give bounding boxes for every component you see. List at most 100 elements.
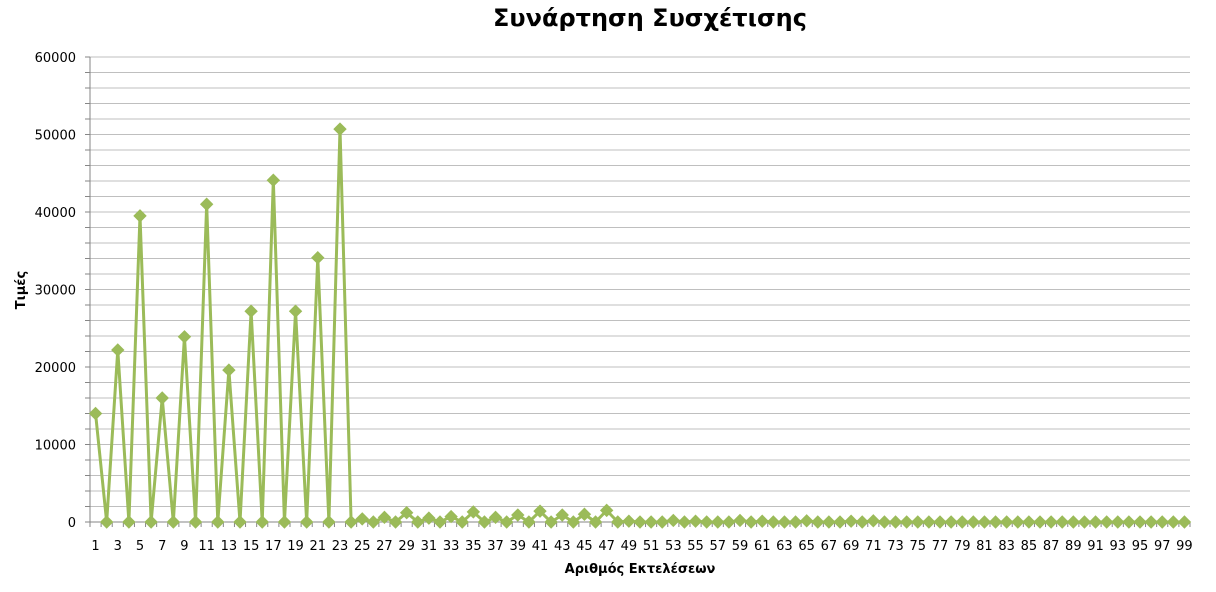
x-tick-label: 35 [465, 539, 482, 554]
data-point [922, 515, 936, 529]
data-point [977, 515, 992, 529]
data-point [444, 509, 458, 524]
data-point [722, 515, 736, 529]
data-point [522, 515, 536, 529]
x-tick-label: 99 [1176, 539, 1193, 554]
gridlines [90, 56, 1190, 507]
y-tick-label: 0 [68, 516, 76, 531]
x-tick-label: 27 [376, 539, 393, 554]
data-point [1122, 515, 1136, 529]
y-tick-label: 20000 [35, 361, 76, 376]
axes [85, 56, 1191, 527]
data-point [1022, 515, 1036, 529]
data-point [988, 515, 1003, 529]
y-tick-label: 40000 [35, 206, 76, 221]
data-point [388, 515, 403, 529]
data-point [333, 122, 347, 136]
data-point [466, 505, 481, 519]
x-tick-label: 51 [643, 539, 660, 554]
x-tick-label: 23 [332, 539, 349, 554]
data-point [266, 173, 281, 187]
data-point [488, 510, 503, 525]
data-point [377, 510, 392, 525]
x-tick-label: 83 [998, 539, 1015, 554]
data-point [1066, 515, 1081, 529]
data-point [422, 511, 436, 525]
data-point [788, 515, 803, 529]
x-tick-label: 1 [91, 539, 99, 554]
data-point [811, 515, 825, 529]
data-point [1055, 515, 1069, 529]
x-tick-label: 91 [1087, 539, 1104, 554]
data-point [1077, 515, 1092, 529]
data-point [155, 391, 169, 405]
data-point [1044, 515, 1058, 529]
data-point [533, 504, 547, 518]
x-tick-label: 25 [354, 539, 371, 554]
data-point [1155, 515, 1169, 529]
data-point [399, 505, 414, 520]
data-point [288, 304, 303, 318]
chart-title: Συνάρτηση Συσχέτισης [493, 4, 807, 32]
y-tick-label: 30000 [35, 284, 76, 299]
x-tick-label: 21 [310, 539, 327, 554]
data-point [999, 515, 1014, 529]
x-tick-label: 39 [510, 539, 527, 554]
data-point [1111, 515, 1125, 529]
data-point [544, 515, 558, 529]
data-point [599, 503, 614, 518]
data-point [888, 515, 903, 529]
data-point [744, 515, 758, 529]
x-tick-label: 59 [732, 539, 749, 554]
data-point [88, 406, 103, 421]
data-point [566, 515, 581, 529]
data-point [1099, 515, 1114, 529]
data-point [777, 515, 792, 529]
x-tick-label: 87 [1043, 539, 1060, 554]
x-tick-label: 43 [554, 539, 571, 554]
data-point [177, 330, 192, 344]
x-tick-label: 47 [598, 539, 615, 554]
x-tick-label: 9 [180, 539, 188, 554]
data-point [1133, 515, 1147, 529]
x-tick-label: 65 [798, 539, 815, 554]
data-point [299, 515, 314, 529]
data-point [499, 515, 514, 529]
y-tick-labels: 0 10000 20000 30000 40000 50000 60000 [35, 51, 76, 531]
data-point [1033, 515, 1047, 529]
data-point [455, 515, 469, 529]
data-point [1011, 515, 1025, 529]
data-point [677, 515, 692, 529]
data-point [211, 515, 225, 529]
data-point [633, 515, 647, 529]
data-point [433, 515, 447, 529]
data-point [766, 515, 781, 529]
x-tick-label: 41 [532, 539, 549, 554]
x-tick-label: 67 [821, 539, 838, 554]
x-tick-label: 49 [621, 539, 638, 554]
data-point [866, 514, 881, 528]
x-tick-label: 15 [243, 539, 260, 554]
x-tick-label: 97 [1154, 539, 1171, 554]
data-point [966, 515, 981, 529]
data-point [733, 513, 747, 528]
data-point [688, 514, 703, 528]
data-point [222, 363, 236, 377]
x-tick-label: 93 [1110, 539, 1127, 554]
x-tick-label: 17 [265, 539, 282, 554]
data-point [233, 515, 247, 529]
data-point [799, 514, 814, 528]
data-point [188, 515, 203, 529]
x-tick-label: 79 [954, 539, 971, 554]
data-point [355, 512, 369, 526]
x-tick-label: 3 [114, 539, 122, 554]
data-point [1088, 515, 1103, 529]
x-tick-label: 13 [221, 539, 238, 554]
x-tick-label: 5 [136, 539, 144, 554]
data-point [144, 515, 158, 529]
x-tick-label: 11 [198, 539, 215, 554]
x-tick-label: 55 [687, 539, 704, 554]
x-tick-label: 85 [1021, 539, 1038, 554]
data-point [933, 515, 947, 529]
